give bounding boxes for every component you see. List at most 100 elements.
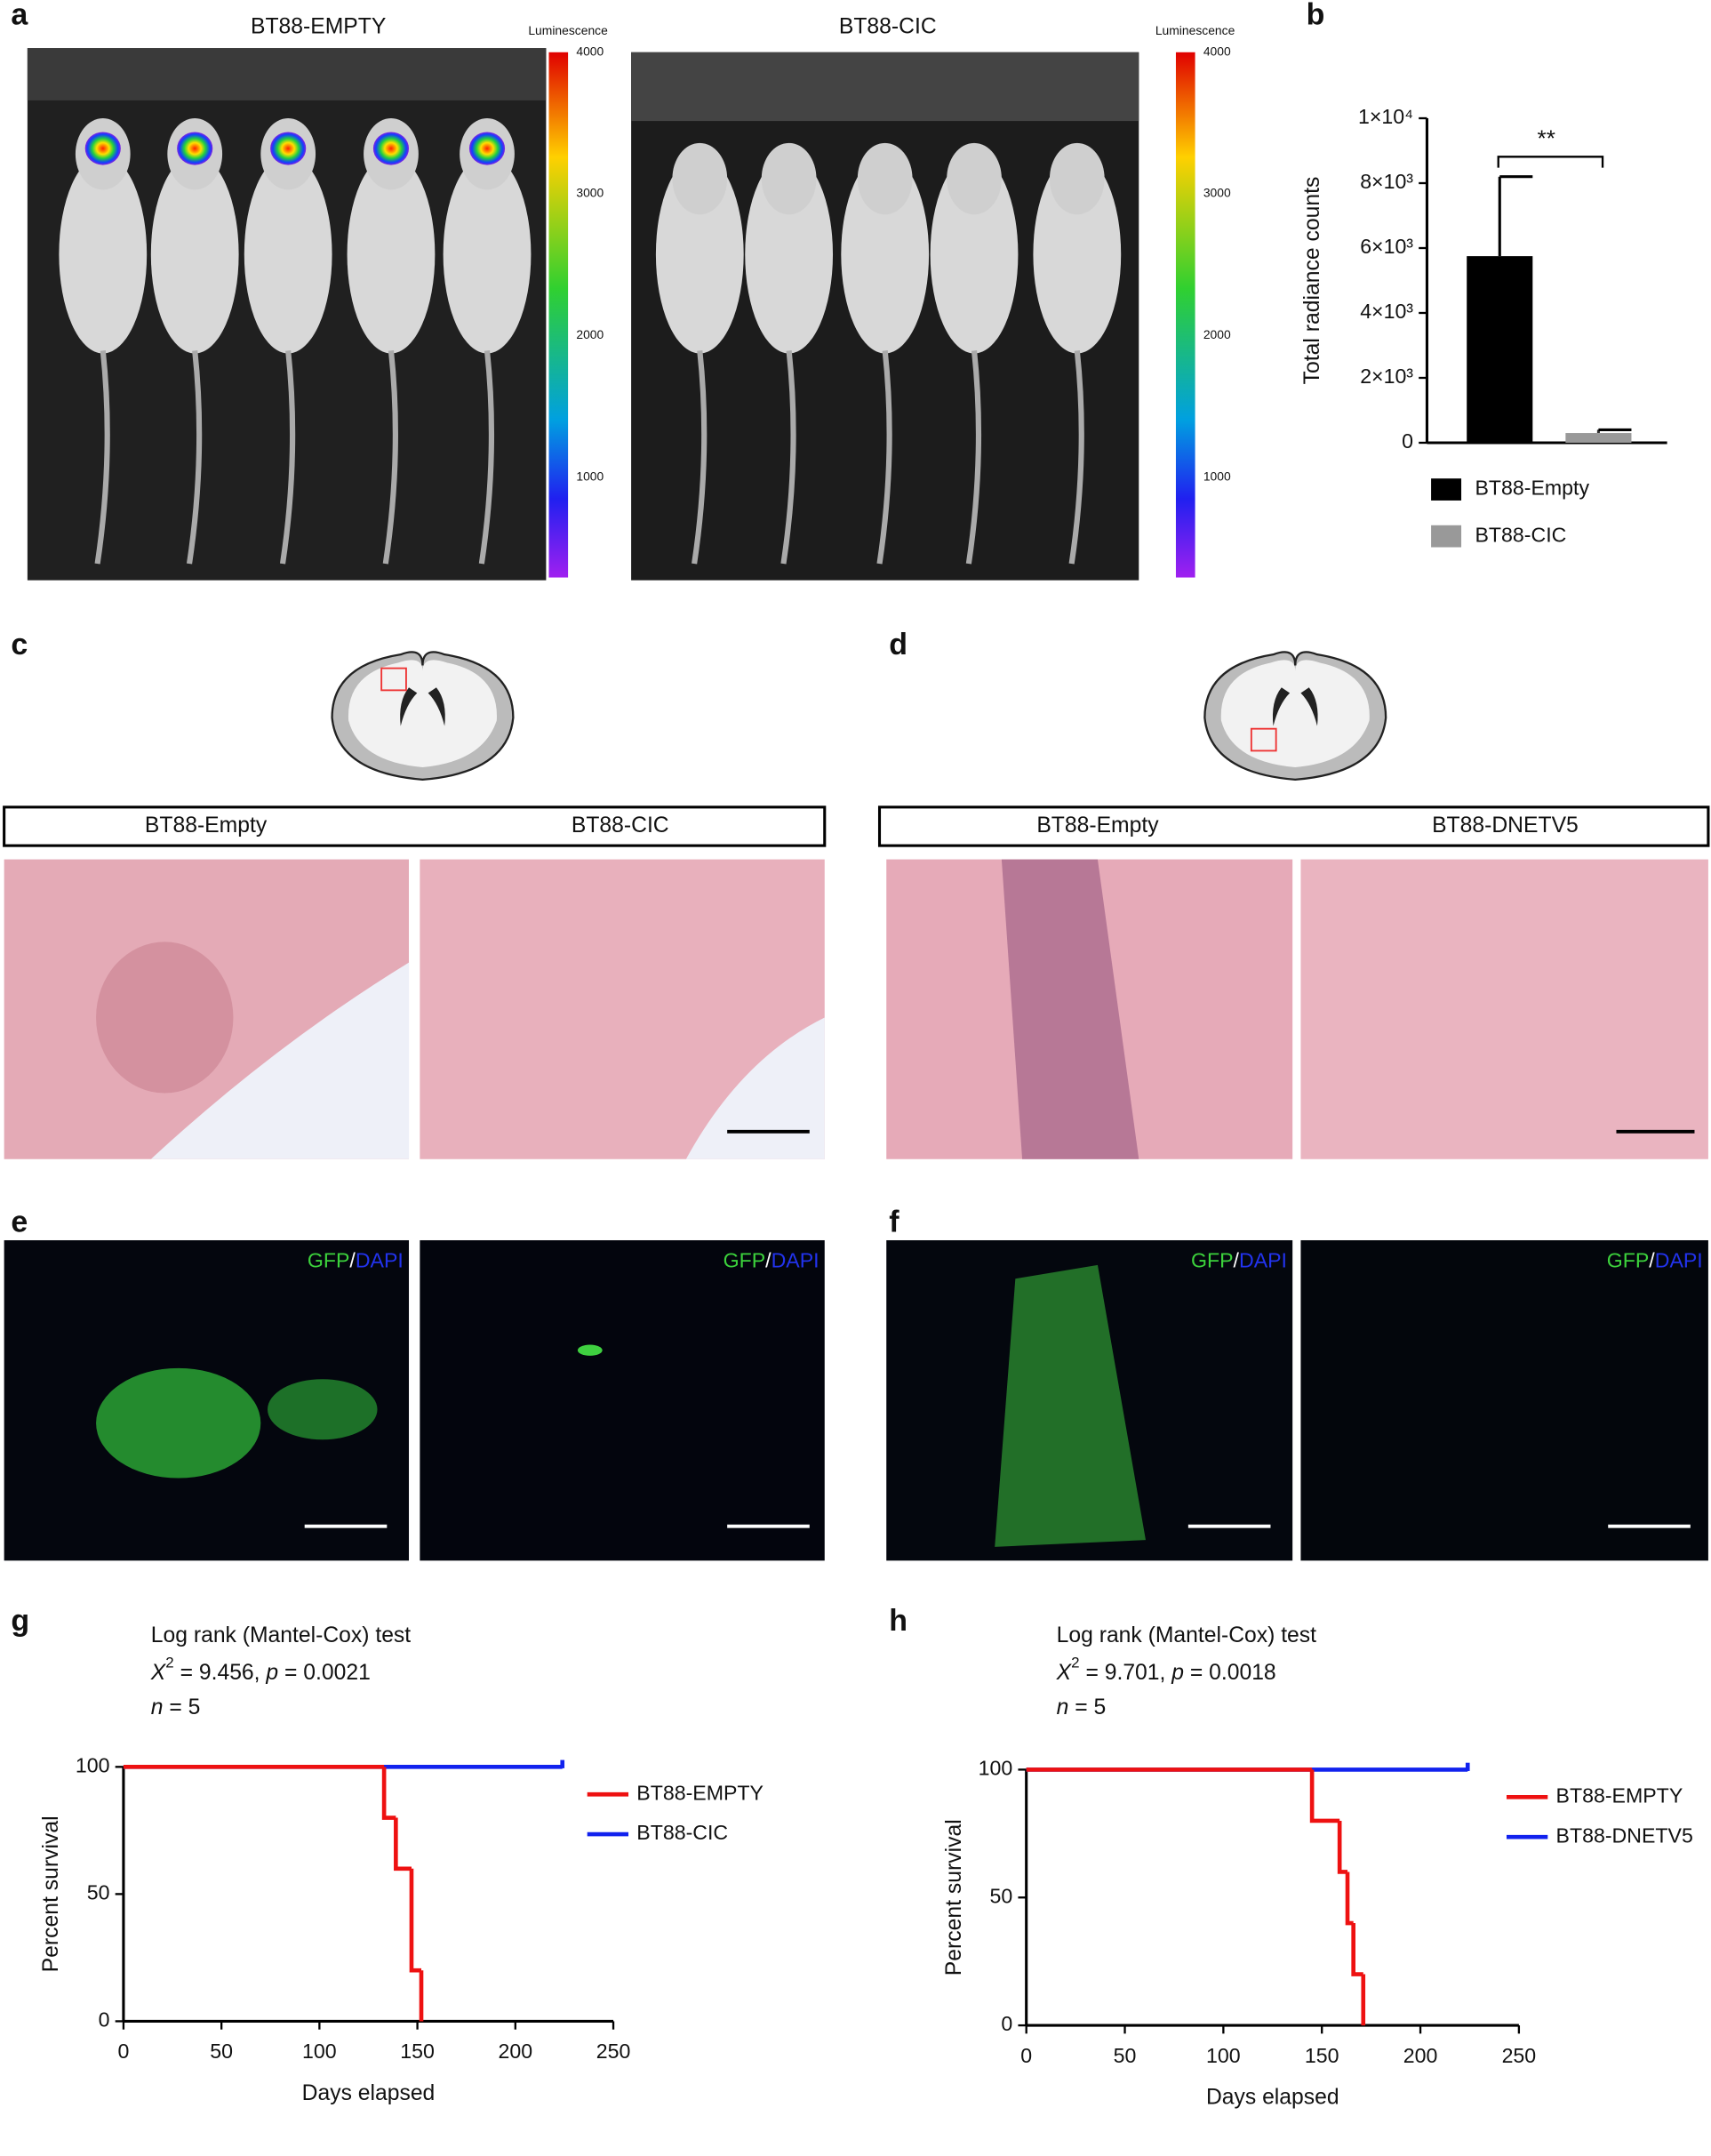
survival-step — [409, 1868, 422, 1973]
bar — [1565, 433, 1632, 443]
stain-label: GFP/DAPI — [1607, 1249, 1703, 1272]
stain-part: / — [349, 1249, 356, 1272]
y-tick-label: 0 — [1402, 429, 1413, 453]
x-tick-label: 50 — [1114, 2044, 1137, 2067]
x-tick-label: 150 — [400, 2040, 435, 2063]
x-tick-label: 0 — [117, 2040, 129, 2063]
stain-part: / — [1649, 1249, 1655, 1272]
mouse-tail — [382, 350, 398, 565]
brain-diagram — [331, 651, 515, 781]
legend-label: BT88-EMPTY — [636, 1781, 764, 1804]
x-tick-label: 200 — [1403, 2044, 1438, 2067]
legend-label: BT88-CIC — [1475, 523, 1566, 546]
mouse-head — [672, 142, 728, 215]
photo-band — [631, 52, 1139, 122]
colorbar — [1175, 52, 1195, 578]
mouse-body — [443, 155, 532, 354]
histology-lumen — [150, 962, 410, 1159]
survival-step — [1351, 1923, 1363, 1976]
colorbar-tick-label: 1000 — [1203, 469, 1231, 483]
gfp-signal — [268, 1379, 378, 1440]
x-tick-label: 150 — [1305, 2044, 1339, 2067]
panel-letter: a — [11, 0, 28, 32]
header-label: BT88-CIC — [572, 814, 669, 838]
y-tick-label: 100 — [76, 1753, 110, 1776]
stain-part: / — [1234, 1249, 1240, 1272]
luminescence-spot — [270, 132, 307, 165]
mouse-tail — [965, 350, 982, 565]
image-title: BT88-EMPTY — [251, 14, 386, 38]
colorbar-label: Luminescence — [1155, 23, 1235, 37]
luminescence-spot — [468, 132, 506, 165]
x-tick-label: 250 — [596, 2040, 631, 2063]
annotation: n = 5 — [151, 1695, 201, 1719]
x-tick-label: 100 — [302, 2040, 337, 2063]
histology-tumor — [1001, 859, 1139, 1159]
stain-part: DAPI — [356, 1249, 404, 1272]
x-axis-label: Days elapsed — [302, 2081, 436, 2105]
mouse-body — [745, 155, 834, 354]
stain-part: GFP — [1607, 1249, 1650, 1272]
survival-step — [1345, 1871, 1354, 1926]
y-tick-label: 50 — [87, 1880, 110, 1904]
annotation: X2 = 9.701, p = 0.0018 — [1056, 1655, 1276, 1685]
annotation-part: = 9.701, — [1080, 1661, 1172, 1685]
annotation: Log rank (Mantel-Cox) test — [151, 1623, 411, 1647]
y-axis-label: Percent survival — [39, 1815, 63, 1972]
stain-part: / — [765, 1249, 772, 1272]
y-tick-label: 8×10³ — [1360, 170, 1413, 193]
y-tick-label: 50 — [990, 1884, 1013, 1907]
y-tick-label: 6×10³ — [1360, 235, 1413, 258]
survival-step — [381, 1767, 396, 1820]
colorbar-tick-label: 1000 — [576, 469, 604, 483]
histology-image — [1300, 859, 1708, 1159]
header-label: BT88-Empty — [145, 814, 268, 838]
panel-letter: e — [11, 1205, 28, 1238]
mouse-body — [930, 155, 1019, 354]
panel-letter: h — [889, 1604, 907, 1638]
annotation-part: 2 — [1071, 1655, 1079, 1671]
stain-label: GFP/DAPI — [1191, 1249, 1287, 1272]
stain-part: DAPI — [772, 1249, 820, 1272]
annotation: X2 = 9.456, p = 0.0021 — [150, 1655, 371, 1685]
stain-part: GFP — [724, 1249, 766, 1272]
gfp-signal — [96, 1367, 261, 1479]
colorbar — [548, 52, 569, 578]
annotation-part: n — [151, 1695, 164, 1719]
survival-step — [1337, 1820, 1348, 1874]
mouse-body — [150, 155, 239, 354]
colorbar-tick-label: 2000 — [1203, 327, 1231, 341]
x-axis-label: Days elapsed — [1206, 2086, 1339, 2110]
panel-letter: c — [11, 628, 28, 661]
legend-label: BT88-Empty — [1475, 477, 1589, 500]
histology-lumen — [685, 1017, 825, 1159]
histology-tumor — [96, 942, 234, 1094]
colorbar-tick-label: 4000 — [1203, 44, 1231, 58]
legend-label: BT88-EMPTY — [1556, 1783, 1683, 1807]
legend-swatch — [1431, 525, 1462, 548]
x-tick-label: 200 — [499, 2040, 533, 2063]
mouse-tail — [876, 350, 892, 565]
mice — [59, 118, 1122, 565]
mouse-tail — [1068, 350, 1084, 565]
y-tick-label: 4×10³ — [1360, 300, 1413, 323]
y-tick-label: 0 — [99, 2008, 110, 2032]
annotation-part: = 0.0021 — [278, 1661, 371, 1685]
annotation-part: 2 — [165, 1655, 173, 1671]
y-tick-label: 0 — [1001, 2012, 1012, 2035]
luminescence-spot — [177, 132, 213, 165]
colorbar-tick-label: 2000 — [576, 327, 604, 341]
x-tick-label: 0 — [1020, 2044, 1032, 2067]
mouse-body — [347, 155, 436, 354]
annotation-part: = 0.0018 — [1184, 1661, 1276, 1685]
brain-diagram — [1203, 651, 1387, 781]
y-axis-label: Percent survival — [942, 1819, 966, 1976]
mouse-body — [1033, 155, 1122, 354]
mouse-tail — [94, 350, 110, 565]
colorbar-tick-label: 3000 — [1203, 186, 1231, 200]
mouse-body — [59, 155, 148, 354]
panel-letter: b — [1307, 0, 1325, 32]
mouse-tail — [186, 350, 203, 565]
